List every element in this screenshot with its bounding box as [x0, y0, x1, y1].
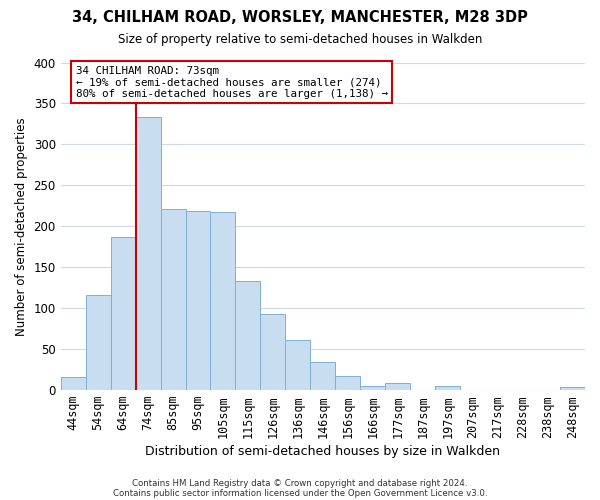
Bar: [161, 209, 185, 390]
Text: Size of property relative to semi-detached houses in Walkden: Size of property relative to semi-detach…: [118, 32, 482, 46]
Bar: [335, 376, 360, 390]
Bar: [385, 384, 410, 390]
Bar: [310, 362, 335, 390]
Bar: [136, 118, 161, 390]
Y-axis label: Number of semi-detached properties: Number of semi-detached properties: [15, 117, 28, 336]
Bar: [286, 340, 310, 390]
Bar: [86, 295, 110, 390]
Text: Contains public sector information licensed under the Open Government Licence v3: Contains public sector information licen…: [113, 488, 487, 498]
Text: 34, CHILHAM ROAD, WORSLEY, MANCHESTER, M28 3DP: 34, CHILHAM ROAD, WORSLEY, MANCHESTER, M…: [72, 10, 528, 25]
Bar: [61, 377, 86, 390]
Bar: [435, 386, 460, 390]
Bar: [211, 212, 235, 390]
Bar: [260, 314, 286, 390]
Bar: [560, 388, 585, 390]
Bar: [185, 210, 211, 390]
X-axis label: Distribution of semi-detached houses by size in Walkden: Distribution of semi-detached houses by …: [145, 444, 500, 458]
Bar: [360, 386, 385, 390]
Bar: [235, 281, 260, 390]
Bar: [110, 237, 136, 390]
Text: Contains HM Land Registry data © Crown copyright and database right 2024.: Contains HM Land Registry data © Crown c…: [132, 478, 468, 488]
Text: 34 CHILHAM ROAD: 73sqm
← 19% of semi-detached houses are smaller (274)
80% of se: 34 CHILHAM ROAD: 73sqm ← 19% of semi-det…: [76, 66, 388, 99]
